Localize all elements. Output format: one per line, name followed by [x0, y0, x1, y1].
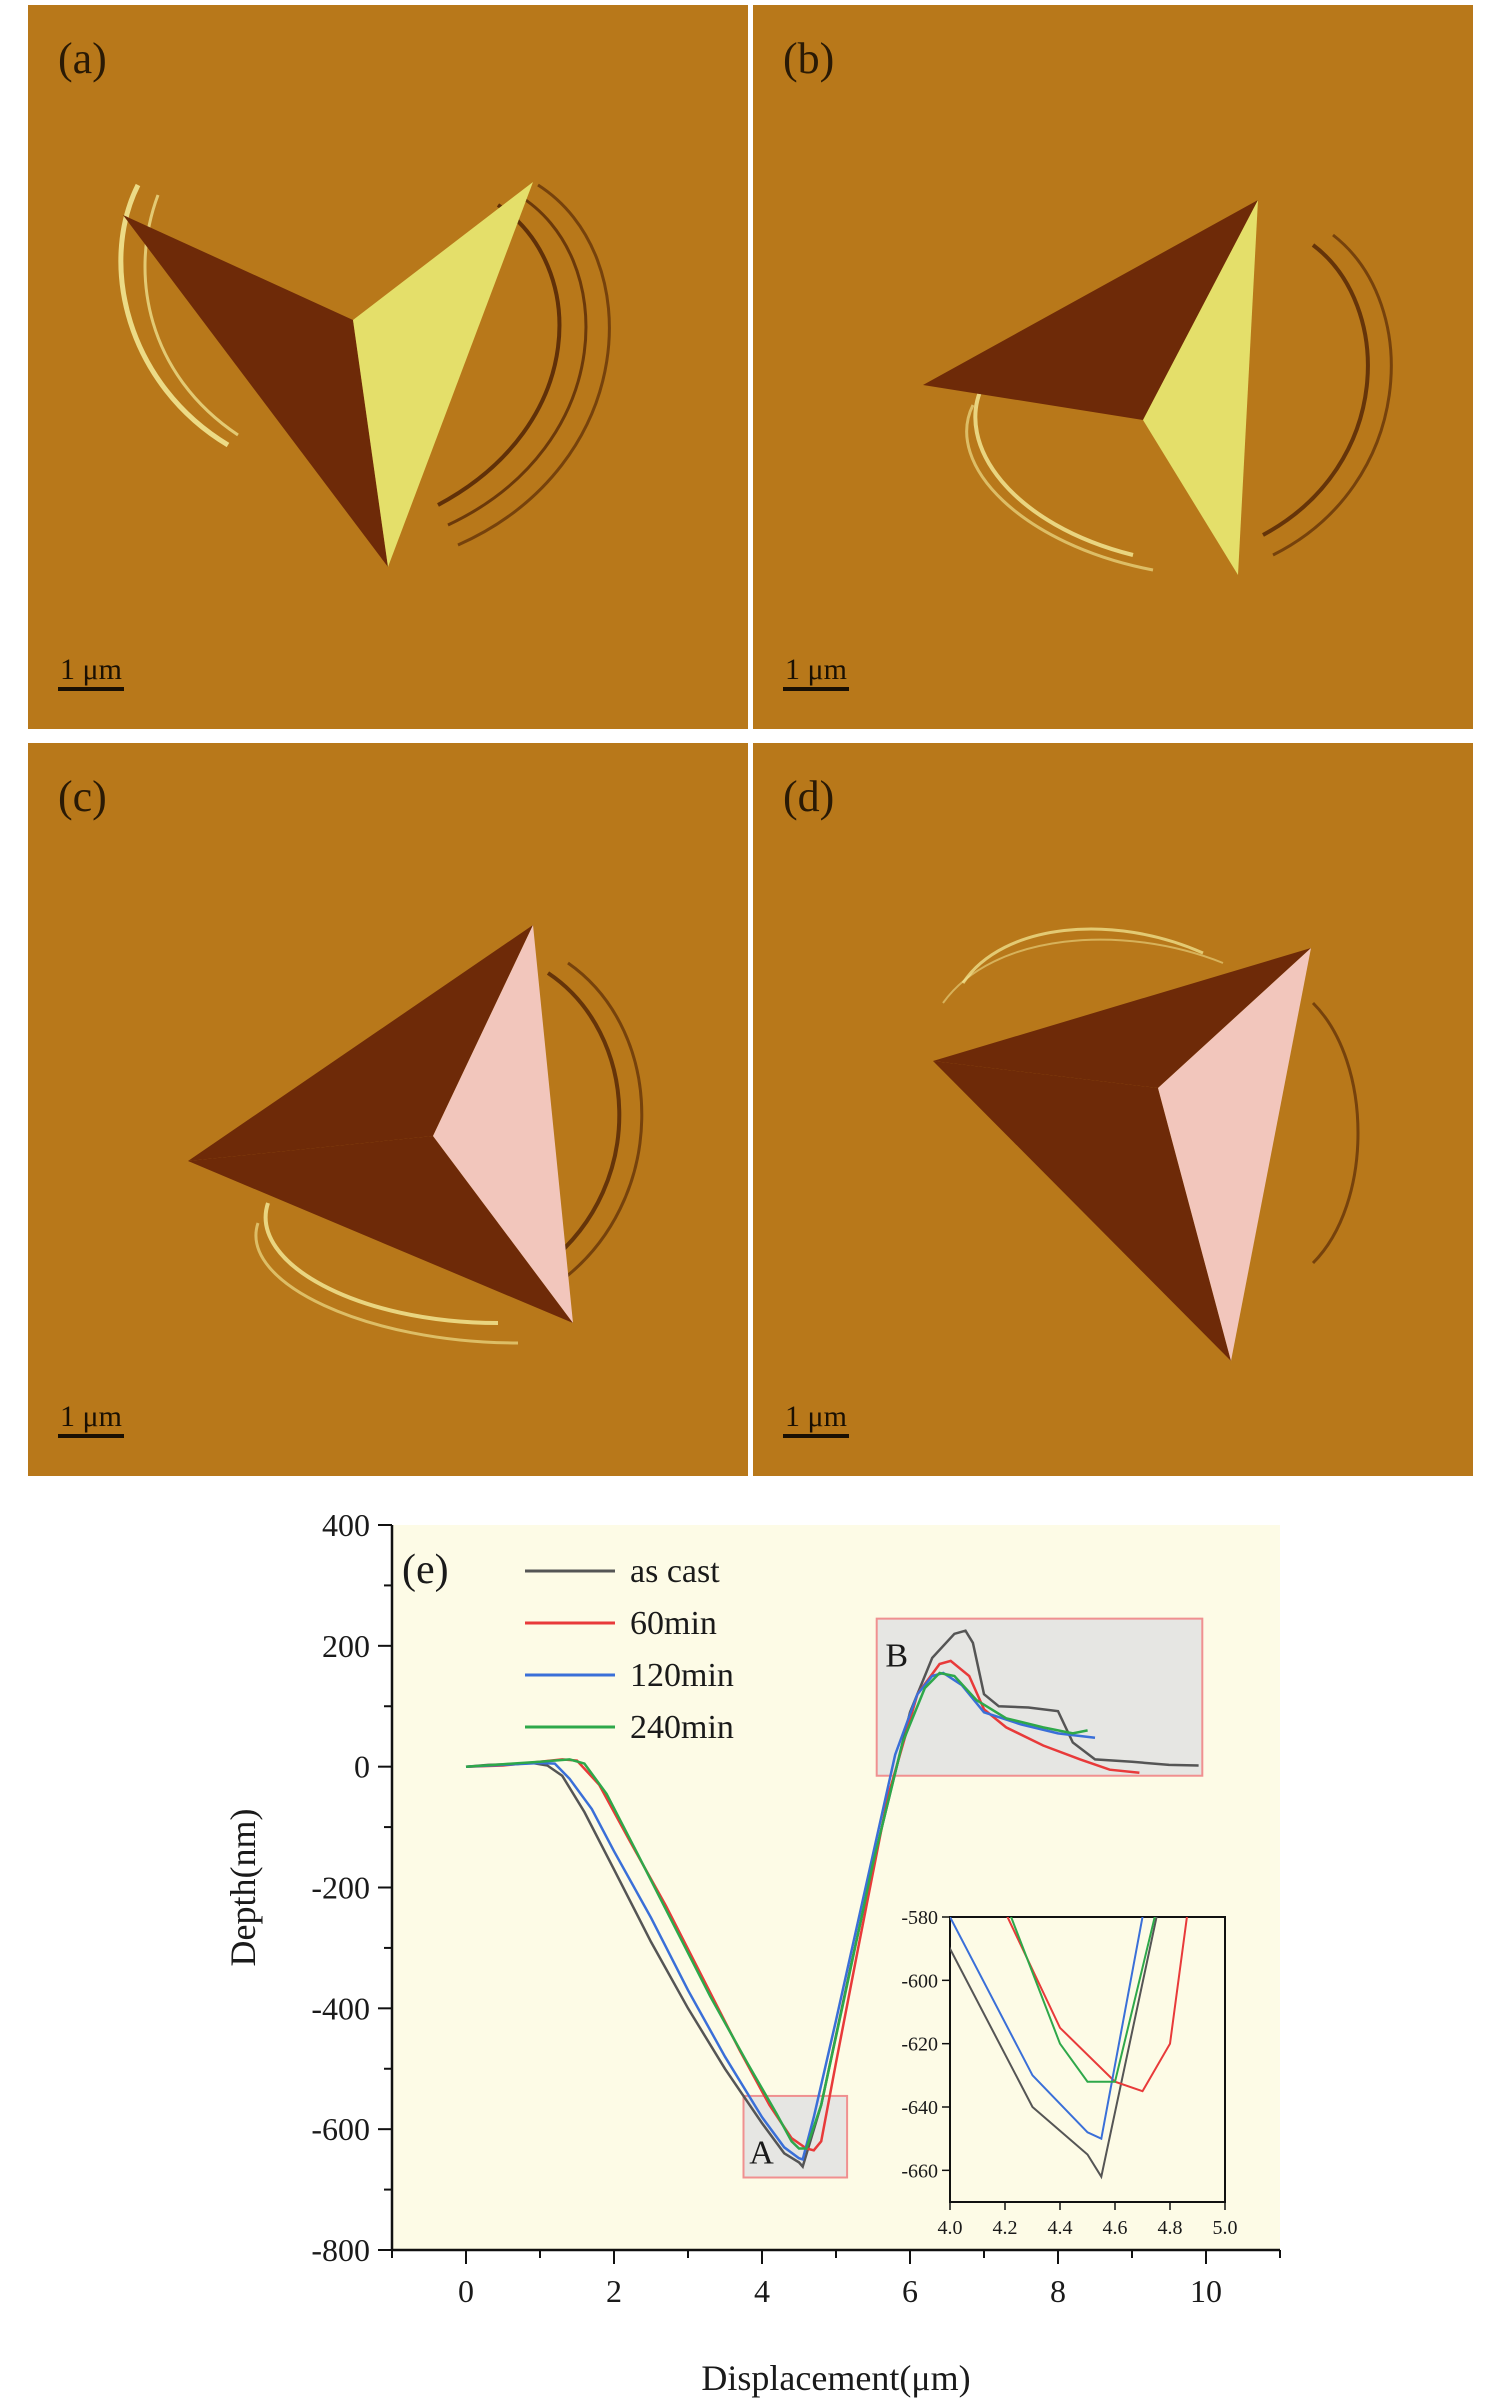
scale-bar-c: 1 μm	[58, 1402, 124, 1438]
inset-x-tick-label-5: 5.0	[1213, 2217, 1238, 2239]
y-axis-label: Depth(nm)	[223, 1809, 263, 1967]
series-line-2	[465, 1671, 1096, 2161]
inset-x-tick-label-3: 4.6	[1103, 2217, 1128, 2239]
y-tick-label-6: -800	[311, 2232, 370, 2268]
inset-series-line-3	[1010, 1917, 1156, 2083]
scale-line-d	[783, 1434, 849, 1438]
panel-label-c: (c)	[58, 772, 107, 821]
scale-line-a	[58, 687, 124, 691]
x-tick-label-5: 10	[1190, 2273, 1222, 2309]
legend-label-1: 60min	[630, 1605, 717, 1642]
scale-bar-a: 1 μm	[58, 655, 124, 691]
scale-text-b: 1 μm	[785, 653, 847, 686]
annotation-label-B: B	[885, 1638, 908, 1675]
y-tick-label-1: 200	[322, 1628, 370, 1664]
inset-y-tick-label-2: -620	[901, 2034, 938, 2056]
inset-y-tick-label-4: -660	[901, 2160, 938, 2182]
scale-line-c	[58, 1434, 124, 1438]
micrograph-a: (a) 1 μm	[28, 5, 748, 729]
micrograph-b-image	[753, 5, 1473, 729]
x-axis-label: Displacement(μm)	[701, 2358, 970, 2398]
panel-label-a: (a)	[58, 34, 107, 83]
scale-text-c: 1 μm	[60, 1400, 122, 1433]
inset-y-tick-label-1: -600	[901, 1970, 938, 1992]
micrograph-a-image	[28, 5, 748, 729]
depth-profile-svg: A B 0 2 4 6 8 10 400 200 0 -200 -400 -600 -800 Displace…	[223, 1507, 1281, 2398]
micrograph-c: (c) 1 μm	[28, 743, 748, 1476]
legend-label-0: as cast	[630, 1553, 720, 1590]
y-tick-label-5: -600	[311, 2111, 370, 2147]
inset-series-line-2	[950, 1917, 1144, 2141]
x-tick-label-4: 8	[1050, 2273, 1066, 2309]
inset-y-tick-label-3: -640	[901, 2097, 938, 2119]
micrograph-d-image	[753, 743, 1473, 1476]
x-tick-label-0: 0	[458, 2273, 474, 2309]
y-tick-label-0: 400	[322, 1507, 370, 1543]
series-line-1	[465, 1659, 1140, 2152]
inset-x-tick-label-2: 4.4	[1048, 2217, 1073, 2239]
y-tick-label-3: -200	[311, 1870, 370, 1906]
x-tick-label-2: 4	[754, 2273, 770, 2309]
micrograph-d: (d) 1 μm	[753, 743, 1473, 1476]
x-tick-label-1: 2	[606, 2273, 622, 2309]
scale-bar-b: 1 μm	[783, 655, 849, 691]
depth-profile-chart: A B 0 2 4 6 8 10 400 200 0 -200 -400 -600 -800 Displace…	[0, 1482, 1500, 2401]
panel-label-e: (e)	[402, 1547, 449, 1593]
panel-label-d: (d)	[783, 772, 835, 821]
annotation-box-A	[742, 2094, 849, 2179]
legend-label-3: 240min	[630, 1709, 734, 1746]
scale-line-b	[783, 687, 849, 691]
inset-x-tick-label-4: 4.8	[1158, 2217, 1183, 2239]
micrograph-b: (b) 1 μm	[753, 5, 1473, 729]
inset-y-tick-label-0: -580	[901, 1907, 938, 1929]
y-tick-label-4: -400	[311, 1990, 370, 2026]
scale-text-d: 1 μm	[785, 1400, 847, 1433]
annotation-box-B	[875, 1617, 1204, 1777]
annotation-label-A: A	[749, 2135, 774, 2172]
y-tick-label-2: 0	[354, 1749, 370, 1785]
inset-series-line-1	[1006, 1917, 1188, 2093]
inset-x-tick-label-0: 4.0	[938, 2217, 963, 2239]
inset-x-tick-label-1: 4.2	[993, 2217, 1018, 2239]
scale-text-a: 1 μm	[60, 653, 122, 686]
scale-bar-d: 1 μm	[783, 1402, 849, 1438]
x-tick-label-3: 6	[902, 2273, 918, 2309]
micrograph-c-image	[28, 743, 748, 1476]
series-line-3	[465, 1671, 1088, 2150]
panel-label-b: (b)	[783, 34, 835, 83]
legend-label-2: 120min	[630, 1657, 734, 1694]
inset-frame	[949, 1916, 1226, 2203]
